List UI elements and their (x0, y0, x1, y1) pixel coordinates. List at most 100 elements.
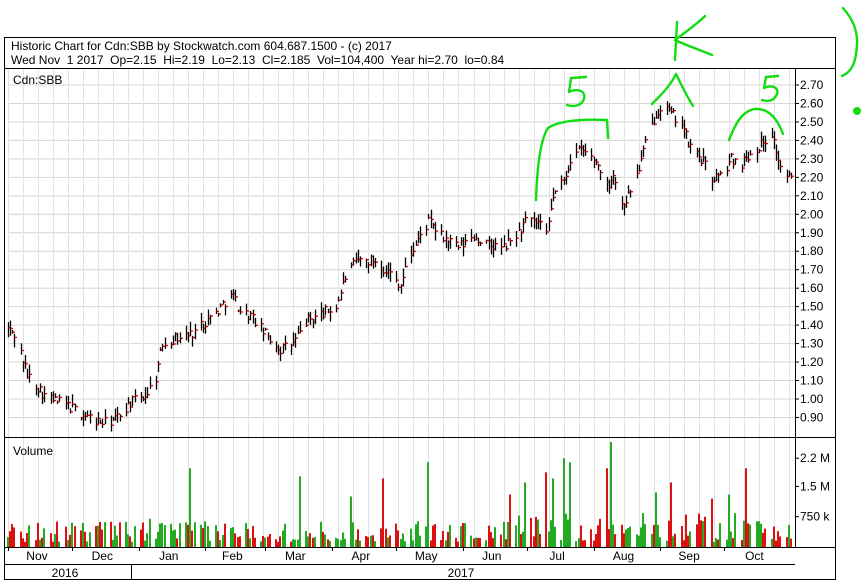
volume-tick-label: 2.2 M (800, 451, 830, 465)
volume-bar (638, 535, 640, 547)
volume-label: Volume (13, 444, 53, 458)
volume-bar (337, 538, 339, 547)
volume-bar (651, 533, 653, 547)
price-tick-label: 2.70 (800, 78, 824, 92)
volume-bar (475, 537, 477, 547)
volume-bar (134, 526, 136, 547)
volume-bar (681, 526, 683, 547)
volume-bar (554, 526, 556, 547)
volume-bar (58, 541, 60, 547)
month-label: Feb (222, 549, 243, 563)
volume-bar (445, 540, 447, 547)
volume-bar (245, 523, 247, 547)
volume-bar (432, 525, 434, 547)
volume-bar (580, 525, 582, 547)
volume-bar (395, 523, 397, 547)
volume-bar (95, 526, 97, 547)
year-label: 2016 (52, 566, 79, 580)
volume-bar (488, 525, 490, 547)
volume-bar (56, 521, 58, 547)
volume-bar (419, 535, 421, 547)
volume-bar (24, 541, 26, 547)
volume-bar (410, 528, 412, 547)
volume-bar (191, 530, 193, 547)
volume-bar (22, 538, 24, 547)
volume-bar (99, 521, 101, 547)
volume-bar (237, 537, 239, 547)
volume-bar (644, 524, 646, 547)
volume-bar (595, 534, 597, 547)
volume-bar (627, 527, 629, 547)
volume-bar (683, 540, 685, 547)
volume-bar (131, 541, 133, 547)
volume-bar (20, 531, 22, 547)
price-tick-label: 1.70 (800, 263, 824, 277)
volume-bar (756, 521, 758, 547)
volume-bar (623, 533, 625, 547)
margin-scribble (840, 6, 859, 78)
volume-bar (187, 524, 189, 547)
month-label: Jul (549, 549, 564, 563)
price-tick-label: 2.40 (800, 133, 824, 147)
volume-bar (715, 538, 717, 547)
volume-bar (599, 518, 601, 547)
volume-axis-ticks: 2.2 M 1.5 M 750 k (795, 451, 830, 524)
volume-bar (200, 524, 202, 547)
volume-bar (582, 540, 584, 547)
volume-bar (82, 522, 84, 547)
price-tick-label: 1.00 (800, 392, 824, 406)
volume-bar (97, 525, 99, 547)
volume-bar (518, 515, 520, 547)
volume-bar (299, 476, 301, 547)
volume-bar (269, 533, 271, 547)
volume-bar (367, 536, 369, 547)
volume-bar (382, 478, 384, 547)
volume-bar (159, 523, 161, 547)
volume-bar (621, 524, 623, 547)
volume-bar (365, 535, 367, 547)
volume-bar (54, 534, 56, 547)
volume-bar (462, 523, 464, 547)
price-tick-label: 2.50 (800, 115, 824, 129)
volume-bar (490, 532, 492, 547)
volume-bar (449, 525, 451, 547)
volume-bar (176, 538, 178, 547)
volume-bar (209, 540, 211, 547)
volume-bar (267, 536, 269, 547)
volume-bar (657, 524, 659, 547)
volume-bar (685, 514, 687, 547)
volume-bar (52, 541, 54, 547)
volume-bar (125, 521, 127, 547)
volume-bar (717, 539, 719, 547)
header-title: Historic Chart for Cdn:SBB by Stockwatch… (11, 39, 392, 53)
volume-bar (730, 531, 732, 547)
volume-bar (545, 472, 547, 547)
volume-tick-label: 750 k (800, 510, 830, 524)
volume-bar (86, 541, 88, 547)
volume-bar (127, 534, 129, 547)
volume-bar (39, 539, 41, 547)
month-label: May (415, 549, 438, 563)
volume-bar (548, 531, 550, 547)
volume-bar (711, 498, 713, 547)
volume-bar (179, 523, 181, 547)
volume-bar (537, 519, 539, 547)
volume-bar (129, 536, 131, 547)
volume-bar (741, 539, 743, 547)
volume-bar (372, 535, 374, 547)
volume-bar (230, 528, 232, 547)
volume-bar (344, 538, 346, 547)
volume-bar (659, 537, 661, 547)
volume-bar (80, 530, 82, 547)
volume-bar (279, 536, 281, 547)
volume-bar (470, 535, 472, 547)
volume-bar (9, 531, 11, 547)
volume-bar (352, 522, 354, 547)
volume-bar (520, 534, 522, 547)
volume-bar (485, 540, 487, 547)
volume-bar (380, 528, 382, 547)
volume-bar (402, 533, 404, 547)
volume-bar (222, 534, 224, 547)
hand-annotations (534, 6, 859, 202)
volume-bar (314, 536, 316, 547)
